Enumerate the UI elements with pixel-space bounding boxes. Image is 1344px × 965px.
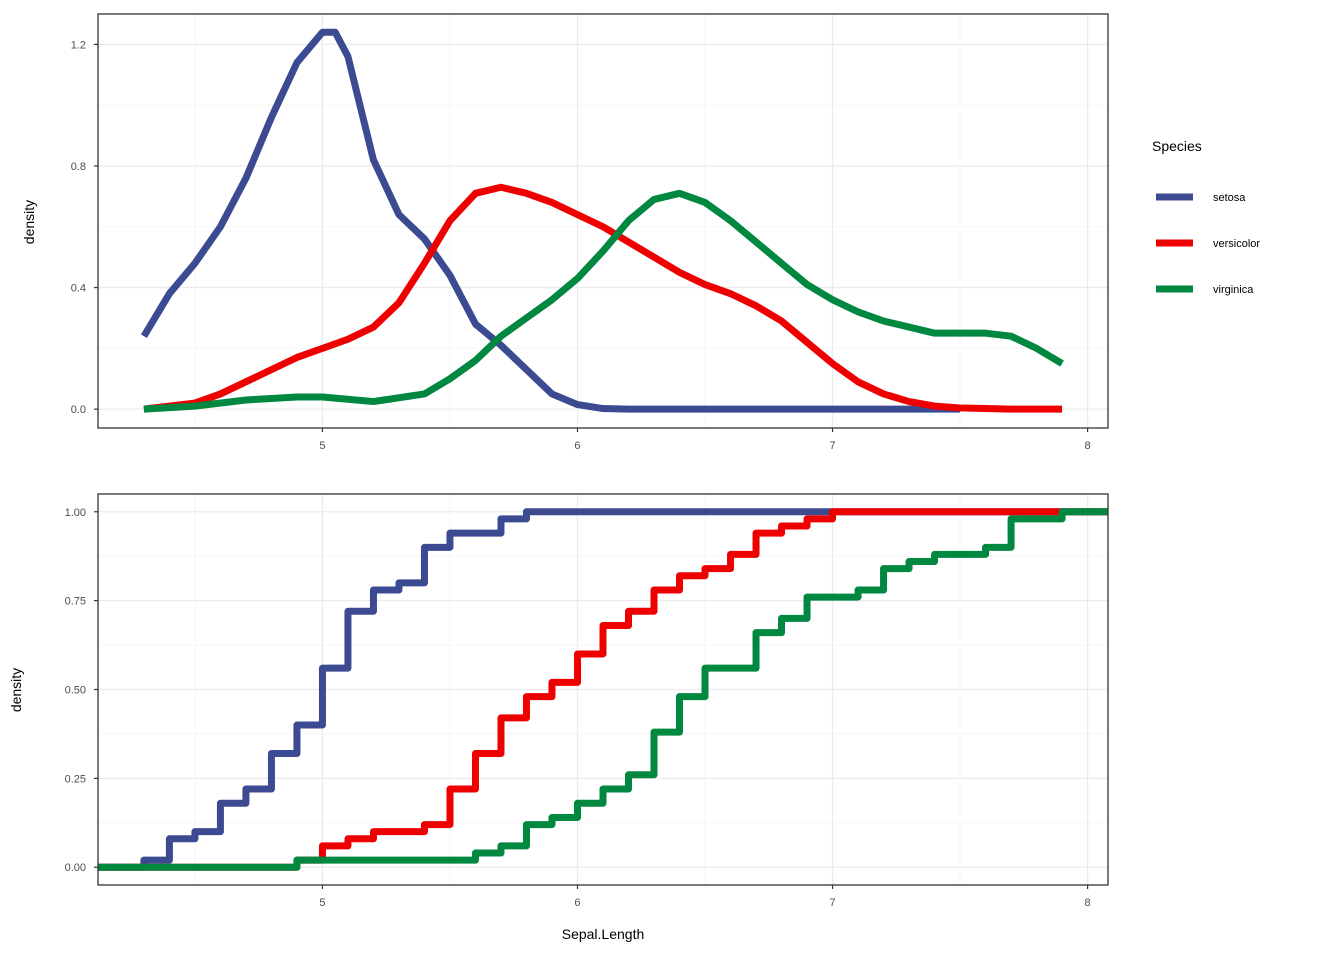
x-tick-label: 7 (829, 897, 835, 909)
x-tick-label: 8 (1085, 440, 1091, 452)
y-tick-label: 0.25 (65, 773, 86, 785)
series-line-virginica (143, 189, 1064, 413)
series-line-setosa (98, 508, 1108, 871)
x-tick-label: 6 (574, 897, 580, 909)
legend-label-virginica: virginica (1213, 284, 1254, 296)
legend-label-versicolor: versicolor (1213, 238, 1260, 250)
x-axis-title: Sepal.Length (562, 926, 645, 942)
x-tick-label: 6 (574, 440, 580, 452)
y-axis-title: density (8, 668, 24, 712)
series-line-setosa (140, 28, 961, 413)
x-tick-label: 7 (829, 440, 835, 452)
y-tick-label: 0.75 (65, 596, 86, 608)
series-line-virginica (98, 508, 1108, 871)
panel-1: 5 6 7 8 0.0 0.4 0.8 1.2 density (21, 13, 1109, 452)
x-tick-label: 5 (319, 897, 325, 909)
x-tick-label: 5 (319, 440, 325, 452)
legend: Species setosa versicolor virginica (1152, 138, 1260, 296)
y-tick-label: 0.00 (65, 862, 86, 874)
y-tick-label: 0.4 (71, 283, 86, 295)
legend-label-setosa: setosa (1213, 192, 1246, 204)
y-tick-label: 0.0 (71, 404, 86, 416)
x-tick-label: 8 (1085, 897, 1091, 909)
y-tick-label: 0.8 (71, 161, 86, 173)
y-tick-label: 1.2 (71, 39, 86, 51)
y-axis-title: density (21, 200, 37, 244)
panel-background (98, 14, 1108, 428)
y-tick-label: 1.00 (65, 507, 86, 519)
series-line-versicolor (98, 508, 1108, 871)
y-tick-label: 0.50 (65, 685, 86, 697)
panel-border (97, 13, 1109, 429)
panel-2: 5 6 7 8 0.00 0.25 0.50 0.75 1.00 density Sepal.Len… (8, 493, 1109, 942)
legend-title: Species (1152, 138, 1202, 154)
